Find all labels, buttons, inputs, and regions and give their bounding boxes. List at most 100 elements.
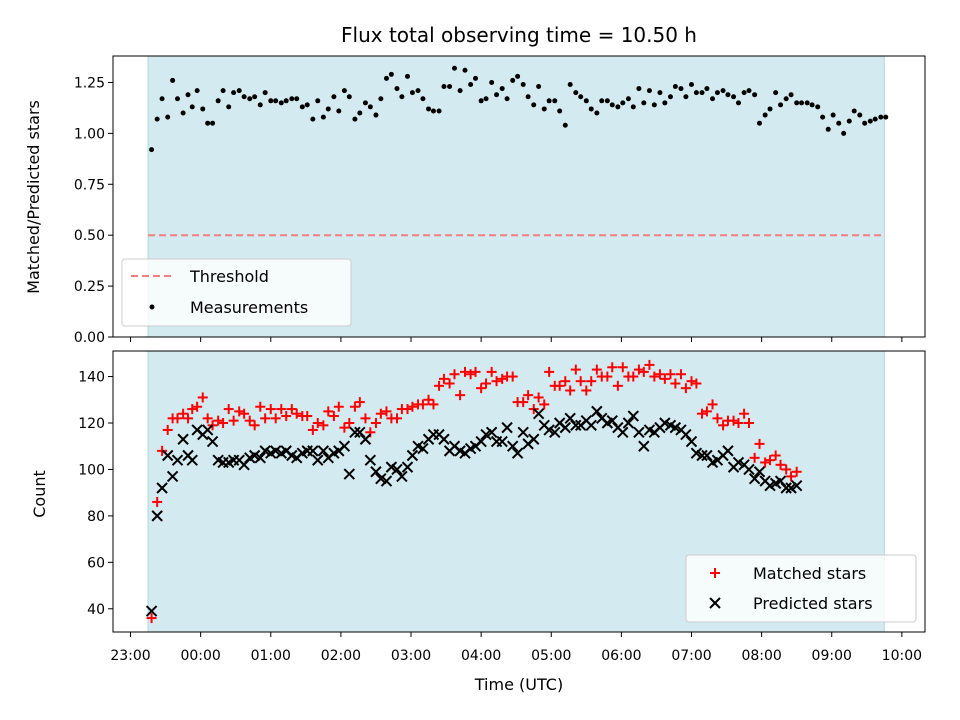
predicted-star-point <box>343 468 356 480</box>
matched-star-point <box>444 378 455 389</box>
measurement-point <box>735 100 741 106</box>
measurement-point <box>436 108 442 114</box>
ratio-x-ticks <box>130 337 903 342</box>
matched-star-point <box>765 455 776 466</box>
matched-star-point <box>146 613 157 624</box>
ratio-legend-box <box>121 258 352 327</box>
matched-star-point <box>575 376 586 387</box>
measurement-point <box>415 88 421 94</box>
measurement-point <box>405 73 411 79</box>
x-axis-label: Time (UTC) <box>474 675 563 694</box>
measurement-point <box>815 104 821 110</box>
measurement-point <box>383 75 389 81</box>
measurement-point <box>799 100 805 106</box>
y-tick-label: 120 <box>78 416 105 432</box>
matched-star-point <box>770 450 781 461</box>
matched-star-point <box>781 464 792 475</box>
measurement-point <box>278 100 284 106</box>
measurement-point <box>557 108 563 114</box>
measurement-point <box>241 94 247 100</box>
matched-star-point <box>213 415 224 426</box>
matched-star-point <box>665 369 676 380</box>
predicted-star-point <box>685 435 698 448</box>
matched-star-point <box>612 380 623 391</box>
matched-star-point <box>455 390 466 401</box>
matched-star-point <box>218 417 229 428</box>
measurement-point <box>625 96 631 102</box>
predicted-star-point <box>591 405 603 418</box>
matched-star-point <box>260 413 271 424</box>
matched-star-point <box>749 452 760 463</box>
measurement-point <box>304 102 310 108</box>
matched-star-point <box>312 417 323 428</box>
matched-star-point <box>718 420 729 431</box>
measurement-point <box>683 94 689 100</box>
count-x-axis: 23:00 00:00 01:00 02:00 03:00 04:00 05:00 06:00… <box>110 632 922 664</box>
matched-star-point <box>438 373 449 384</box>
measurement-point <box>515 73 521 79</box>
x-tick-label: 23:00 <box>110 648 150 664</box>
ratio-legend: Threshold Measurements <box>121 258 352 327</box>
predicted-star-point <box>496 435 508 448</box>
matched-star-point <box>670 378 681 389</box>
legend-measurements-label: Measurements <box>190 298 308 317</box>
matched-star-point <box>228 415 239 426</box>
measurement-point <box>788 92 794 98</box>
measurement-point <box>294 96 300 102</box>
matched-star-point <box>491 376 502 387</box>
y-tick-label: 60 <box>87 555 105 571</box>
matched-star-point <box>402 404 413 415</box>
matched-star-point <box>407 401 418 412</box>
predicted-star-point <box>570 419 582 432</box>
matched-star-point <box>449 369 460 380</box>
predicted-star-point <box>722 445 734 457</box>
predicted-star-point <box>161 449 174 462</box>
measurement-point <box>394 86 400 92</box>
measurement-point <box>636 86 642 92</box>
measurement-point <box>688 82 694 88</box>
measurement-point <box>325 106 331 112</box>
matched-star-point <box>470 366 481 377</box>
x-tick-label: 01:00 <box>251 648 291 664</box>
x-tick-label: 00:00 <box>180 648 220 664</box>
predicted-star-point <box>364 454 377 466</box>
legend-matched-label: Matched stars <box>753 564 866 583</box>
measurement-point <box>667 94 673 100</box>
matched-star-point <box>223 404 234 415</box>
matched-star-point <box>760 457 771 468</box>
matched-star-point <box>281 411 292 422</box>
measurement-point <box>310 116 316 122</box>
measurement-point <box>830 112 836 118</box>
matched-star-point <box>157 445 168 456</box>
measurement-point <box>165 114 171 120</box>
matched-star-point <box>344 417 355 428</box>
measurement-point <box>283 98 289 104</box>
measurement-point <box>299 104 305 110</box>
predicted-star-point <box>406 449 419 462</box>
predicted-star-point <box>506 440 519 452</box>
measurement-point <box>841 130 847 136</box>
measurement-point <box>457 88 463 94</box>
predicted-star-point <box>622 417 635 429</box>
matched-star-point <box>644 359 655 370</box>
matched-star-point <box>733 417 744 428</box>
measurement-point <box>373 112 379 118</box>
measurement-point <box>630 104 636 110</box>
y-tick-label: 0.75 <box>74 177 105 193</box>
matched-star-point <box>481 378 492 389</box>
matched-star-point <box>539 399 550 410</box>
measurement-point <box>420 96 426 102</box>
measurement-point <box>809 102 815 108</box>
measurement-point <box>657 90 663 96</box>
predicted-star-point <box>206 435 219 448</box>
matched-star-point <box>565 385 576 396</box>
matched-star-point <box>628 371 639 382</box>
predicted-star-point <box>380 475 393 487</box>
matched-star-point <box>328 411 339 422</box>
measurement-point <box>573 90 579 96</box>
predicted-star-point <box>391 463 403 476</box>
measurement-point <box>257 102 263 108</box>
measurement-point <box>757 120 763 126</box>
predicted-star-point <box>401 461 414 473</box>
predicted-star-point <box>338 440 351 452</box>
